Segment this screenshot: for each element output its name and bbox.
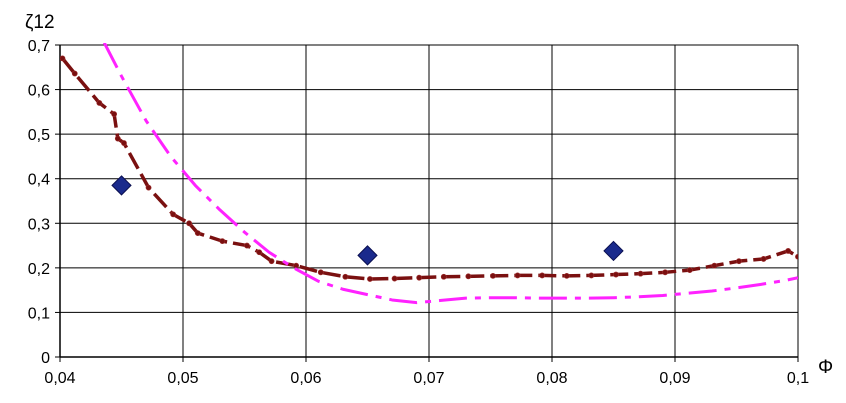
series-point bbox=[416, 274, 423, 281]
x-tick-label: 0,05 bbox=[167, 370, 198, 387]
series-point bbox=[186, 220, 193, 227]
x-tick-label: 0,06 bbox=[290, 370, 321, 387]
series-point bbox=[613, 271, 619, 278]
series-point bbox=[293, 262, 300, 269]
x-tick-labels: 0,04 0,05 0,06 0,07 0,08 0,09 0,1 bbox=[44, 357, 809, 387]
y-axis-title: ζ12 bbox=[25, 12, 55, 33]
y-tick-label: 0,6 bbox=[28, 83, 50, 100]
scatter-diamond bbox=[603, 240, 624, 262]
series-point bbox=[96, 100, 103, 106]
series-point bbox=[795, 253, 798, 260]
series-point bbox=[563, 272, 570, 279]
series-point bbox=[588, 272, 595, 279]
series-line-1 bbox=[102, 43, 798, 305]
series-point bbox=[317, 269, 324, 276]
series-point bbox=[662, 269, 669, 276]
series-point bbox=[219, 238, 226, 245]
series-point bbox=[194, 230, 201, 236]
x-tick-label: 0,1 bbox=[787, 370, 809, 387]
series-point bbox=[342, 273, 349, 280]
x-tick-label: 0,07 bbox=[413, 370, 444, 387]
series-point bbox=[114, 135, 121, 142]
series-point bbox=[440, 273, 447, 280]
plot-series bbox=[60, 43, 798, 305]
y-tick-label: 0,2 bbox=[28, 261, 50, 278]
series-point bbox=[170, 211, 177, 218]
series-point bbox=[60, 55, 66, 62]
series-point bbox=[244, 242, 250, 249]
series-point bbox=[268, 258, 275, 265]
x-tick-label: 0,09 bbox=[659, 370, 690, 387]
series-point bbox=[121, 140, 127, 146]
series-point bbox=[391, 275, 398, 282]
y-tick-label: 0,7 bbox=[28, 38, 50, 55]
series-point bbox=[367, 276, 373, 282]
gridlines bbox=[59, 44, 799, 358]
y-tick-label: 0,1 bbox=[28, 305, 50, 322]
y-tick-label: 0 bbox=[41, 350, 50, 367]
series-point bbox=[111, 111, 118, 117]
series-point bbox=[539, 272, 546, 279]
series-point bbox=[785, 248, 792, 254]
y-tick-label: 0,3 bbox=[28, 216, 50, 233]
series-point bbox=[490, 272, 496, 279]
scatter-diamond bbox=[111, 175, 132, 196]
series-point bbox=[145, 184, 152, 191]
series-point bbox=[637, 270, 644, 277]
series-point bbox=[760, 256, 767, 262]
scatter-diamond bbox=[357, 245, 378, 266]
y-tick-label: 0,5 bbox=[28, 127, 50, 144]
y-tick-labels: 0 0,1 0,2 0,3 0,4 0,5 0,6 0,7 bbox=[28, 38, 60, 367]
series-point bbox=[736, 258, 742, 265]
x-axis-title: Φ bbox=[818, 357, 833, 378]
y-tick-label: 0,4 bbox=[28, 172, 50, 189]
series-point bbox=[256, 249, 263, 256]
x-tick-label: 0,08 bbox=[536, 370, 567, 387]
series-point bbox=[71, 70, 78, 77]
series-line-0 bbox=[61, 57, 798, 281]
series-point bbox=[514, 272, 521, 279]
series-point bbox=[686, 267, 693, 273]
x-tick-label: 0,04 bbox=[44, 370, 75, 387]
series-point bbox=[465, 273, 472, 280]
series-point bbox=[711, 262, 718, 269]
